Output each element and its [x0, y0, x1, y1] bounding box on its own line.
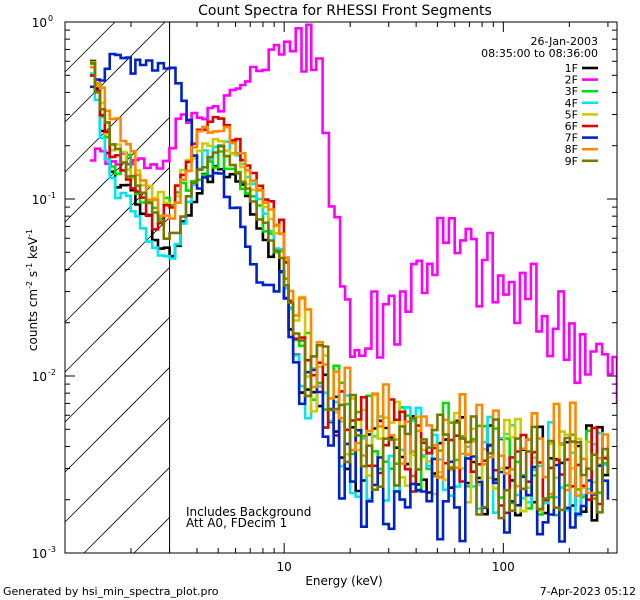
- hatched-region: [64, 21, 171, 554]
- hatch-line: [64, 317, 170, 423]
- x-tick-label: 100: [492, 560, 515, 574]
- y-tick-label: 10: [32, 370, 47, 384]
- y-label-exp1: -2: [25, 281, 34, 289]
- y-label-end: keV: [26, 236, 40, 263]
- date-label: 26-Jan-2003: [531, 35, 599, 48]
- y-label-exp2: -1: [25, 263, 34, 271]
- hatch-line: [64, 417, 170, 523]
- y-tick-exponent: -2: [48, 368, 56, 377]
- y-label-exp3: -1: [25, 229, 34, 237]
- legend-label-5F: 5F: [565, 108, 578, 121]
- legend-label-4F: 4F: [565, 97, 578, 110]
- x-tick-label: 10: [277, 560, 292, 574]
- y-tick-exponent: 0: [48, 14, 53, 23]
- chart-title: Count Spectra for RHESSI Front Segments: [198, 3, 492, 19]
- series-group: [90, 23, 617, 543]
- hatch-line: [64, 267, 170, 373]
- y-tick-label: 10: [32, 547, 47, 561]
- hatch-line: [64, 67, 170, 173]
- hatch-line: [83, 467, 170, 554]
- series-line-9F: [90, 61, 610, 520]
- series-line-2F: [90, 23, 617, 404]
- hatch-line: [64, 21, 166, 123]
- legend-label-6F: 6F: [565, 120, 578, 133]
- generated-by-label: Generated by hsi_min_spectra_plot.pro: [3, 585, 219, 598]
- background-annotation: Includes Background: [186, 505, 311, 519]
- y-tick-label: 10: [32, 16, 47, 30]
- legend-label-7F: 7F: [565, 132, 578, 145]
- y-label-base: counts cm: [26, 289, 40, 351]
- y-label-mid: s: [26, 271, 40, 281]
- hatch-line: [64, 117, 170, 223]
- y-axis-label: counts cm-2 s-1 keV-1: [25, 229, 40, 351]
- time-range-label: 08:35:00 to 08:36:00: [481, 47, 598, 60]
- attenuator-annotation: Att A0, FDecim 1: [186, 516, 287, 530]
- legend-label-3F: 3F: [565, 85, 578, 98]
- y-tick-exponent: -1: [48, 191, 56, 200]
- x-axis-label: Energy (keV): [305, 574, 382, 588]
- hatch-line: [133, 517, 170, 554]
- legend-label-1F: 1F: [565, 62, 578, 75]
- hatch-line: [64, 21, 116, 73]
- legend-label-2F: 2F: [565, 74, 578, 87]
- y-tick-exponent: -3: [48, 545, 56, 554]
- legend-label-9F: 9F: [565, 155, 578, 168]
- timestamp-label: 7-Apr-2023 05:12: [540, 585, 636, 598]
- hatch-line: [64, 367, 170, 473]
- legend-label-8F: 8F: [565, 143, 578, 156]
- y-tick-label: 10: [32, 193, 47, 207]
- plot-frame: [64, 21, 618, 554]
